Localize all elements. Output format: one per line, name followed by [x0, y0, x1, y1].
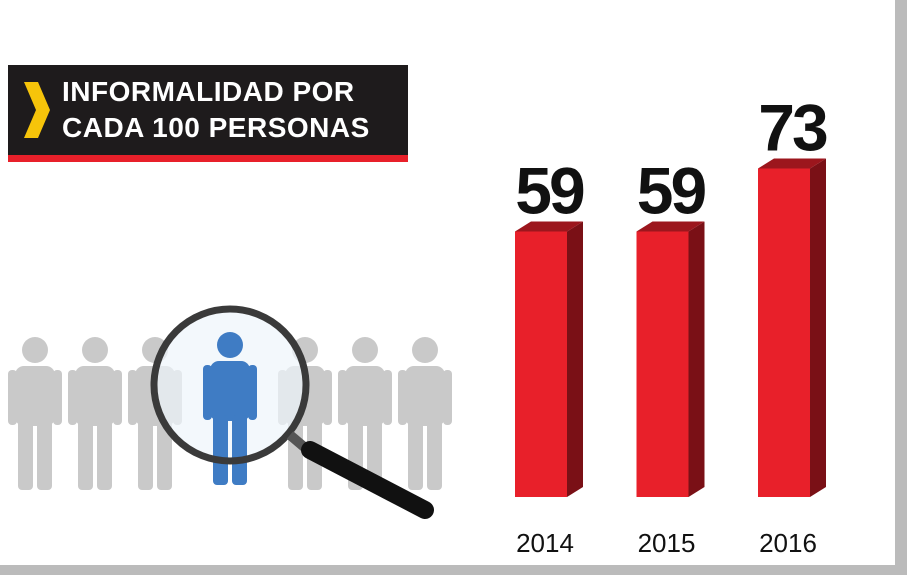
- title-box: [8, 65, 408, 155]
- border-right: [895, 0, 907, 575]
- bar: [515, 231, 567, 497]
- bar-side: [567, 221, 583, 497]
- x-tick-label: 2014: [516, 528, 574, 558]
- chevron: [24, 82, 50, 138]
- chart-title: INFORMALIDAD POR CADA 100 PERSONAS: [62, 76, 370, 143]
- value-label: 73: [758, 91, 827, 165]
- magnifier-rim: [150, 305, 310, 465]
- bar: [636, 231, 689, 497]
- bar-top: [515, 221, 583, 232]
- bar-side: [810, 158, 826, 497]
- border-bottom: [0, 565, 907, 575]
- bar-top: [636, 221, 705, 232]
- bar: [758, 168, 810, 497]
- bar-top: [758, 158, 826, 169]
- x-tick-label: 2015: [638, 528, 696, 558]
- value-label: 59: [515, 154, 584, 228]
- x-tick-label: 2016: [759, 528, 817, 558]
- magnifier-handle: [301, 441, 434, 519]
- title-stripe: [8, 155, 408, 162]
- value-label: 59: [637, 154, 706, 228]
- bar-side: [688, 221, 705, 497]
